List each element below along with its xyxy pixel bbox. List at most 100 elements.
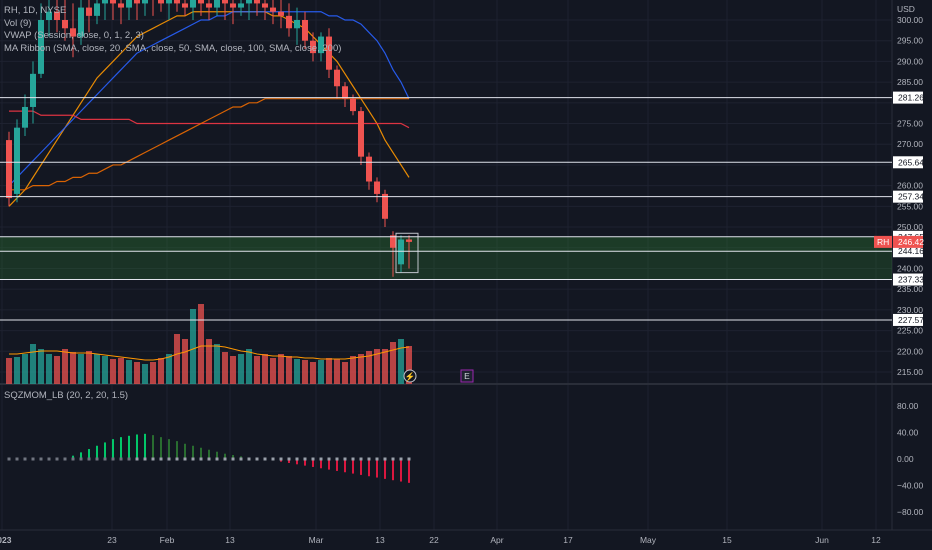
volume-bar [326,358,332,384]
volume-bar [270,358,276,384]
volume-bar [358,354,364,384]
time-tick: 22 [429,535,439,545]
horizontal-levels[interactable] [0,97,892,321]
time-axis[interactable]: 2023 23 Feb 13 Mar 13 22 Apr 17 May 15 Jun 12 [0,535,881,545]
candle-body [310,40,316,54]
price-tick: 270.00 [897,139,923,149]
candle-body [166,0,172,4]
price-tick: 300.00 [897,15,923,25]
level-tag-label: 237.33 [898,275,924,285]
last-price-value: 246.42 [898,237,924,247]
volume-bar [190,309,196,384]
squeeze-dot [375,457,379,461]
momentum-bar [120,437,122,459]
time-tick: 12 [871,535,881,545]
price-axis[interactable]: 281.26265.64257.34247.65244.16237.33227.… [874,4,924,517]
candle-body [22,106,28,128]
candle-body [158,0,164,4]
volume-bar [30,344,36,384]
momentum-bar [392,459,394,481]
squeeze-dot [223,457,227,461]
squeeze-dot [359,457,363,461]
candles[interactable] [6,0,419,277]
squeeze-dot [287,457,291,461]
volume-bar [6,358,12,384]
candle-body [342,86,348,99]
squeeze-dot [399,457,403,461]
zone-upper [0,236,892,252]
momentum-bar [128,435,130,459]
indicator-legend[interactable]: SQZMOM_LB (20, 2, 20, 1.5) [4,390,129,401]
price-tick: 290.00 [897,56,923,66]
momentum-bar [400,459,402,482]
volume-bar [22,354,28,384]
momentum-bar [200,447,202,459]
volume-ma-line [9,345,410,361]
candle-body [62,20,68,29]
lightning-icon: ⚡ [405,372,416,383]
squeeze-dot [183,457,187,461]
momentum-tick: 0.00 [897,454,914,464]
volume-bars [6,304,412,384]
squeeze-dot [31,457,35,461]
last-price-symbol: RH [877,237,889,247]
squeeze-dot [127,457,131,461]
zone-lower [0,251,892,280]
squeeze-dot [263,457,267,461]
badges[interactable]: ⚡ E [403,369,474,383]
level-tag-label: 257.34 [898,192,924,202]
volume-bar [94,354,100,384]
momentum-histogram [7,433,411,483]
squeeze-dot [111,457,115,461]
candle-body [254,0,260,4]
momentum-bar [152,435,154,459]
legend-vol[interactable]: Vol (9) [4,17,32,29]
candle-body [374,181,380,194]
momentum-bar [304,459,306,466]
volume-bar [342,362,348,384]
volume-bar [150,362,156,384]
squeeze-dot [119,457,123,461]
time-tick: 13 [225,535,235,545]
momentum-bar [112,439,114,459]
volume-bar [46,354,52,384]
momentum-bar [144,433,146,459]
legend-vwap[interactable]: VWAP (Session, close, 0, 1, 2, 3) [4,30,144,41]
squeeze-dot [159,457,163,461]
candle-body [70,28,76,37]
squeeze-dot [383,457,387,461]
squeeze-dot [7,457,11,461]
candle-body [238,3,244,8]
squeeze-dot [351,457,355,461]
squeeze-dot [71,457,75,461]
earnings-badge [460,369,474,383]
time-tick: 17 [563,535,573,545]
momentum-bar [368,459,370,477]
price-tick: 285.00 [897,77,923,87]
squeeze-dot [87,457,91,461]
candle-body [334,69,340,87]
momentum-tick: −40.00 [897,481,924,491]
candle-body [382,193,388,219]
candle-body [102,0,108,4]
legend-symbol[interactable]: RH, 1D, NYSE [4,5,67,16]
candle-body [142,0,148,4]
candle-body [214,0,220,8]
momentum-bar [288,459,290,463]
level-tag [893,313,923,326]
squeeze-dot [327,457,331,461]
price-tick: 215.00 [897,367,923,377]
squeeze-dot [335,457,339,461]
candle-body [126,0,132,8]
level-tag [893,91,923,104]
candle-body [30,73,36,107]
candle-body [78,7,84,37]
legend-ma-ribbon[interactable]: MA Ribbon (SMA, close, 20, SMA, close, 5… [4,42,342,54]
earnings-badge-label: E [464,371,470,381]
volume-bar [366,351,372,384]
momentum-bar [296,459,298,465]
time-tick: Jun [815,535,829,545]
volume-bar [222,352,228,384]
squeeze-dot [47,457,51,461]
